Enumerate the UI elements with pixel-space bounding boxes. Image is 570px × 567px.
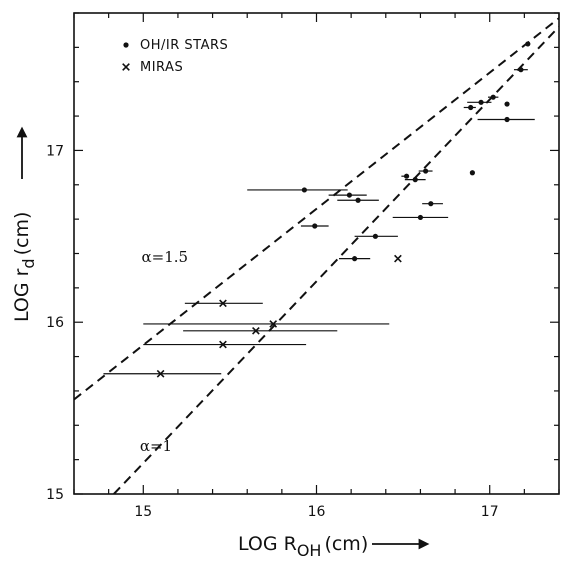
oh-ir-star-point: [312, 223, 318, 229]
y-axis-title: LOG rd(cm): [11, 212, 38, 322]
mira-point: [156, 369, 165, 378]
oh-ir-star-point: [518, 67, 524, 73]
oh-ir-star-point: [525, 41, 531, 47]
y-axis-title-group: LOG rd(cm): [11, 126, 38, 322]
data-points: [156, 41, 531, 378]
oh-ir-star-point: [490, 94, 496, 100]
mira-point: [394, 254, 402, 263]
reference-line: [113, 26, 559, 494]
oh-ir-star-point: [417, 214, 424, 221]
axis-ticks: [73, 12, 560, 495]
error-bars: [103, 69, 535, 375]
x-tick-label: 15: [134, 504, 152, 520]
oh-ir-star-point: [355, 197, 361, 203]
oh-ir-star-point: [346, 192, 353, 198]
line-annotations: α=1.5 α=1: [140, 248, 188, 455]
y-tick-label: 16: [46, 315, 64, 331]
oh-ir-star-point: [468, 104, 474, 111]
alpha-annotation: α=1: [140, 437, 172, 455]
oh-ir-star-point: [428, 201, 434, 207]
oh-ir-star-point: [352, 256, 358, 262]
legend: OH/IR STARS MIRAS: [122, 38, 228, 75]
oh-ir-star-point: [478, 99, 484, 105]
legend-dot-icon: [123, 42, 129, 48]
legend-cross-icon: [122, 63, 130, 71]
oh-ir-star-point: [412, 177, 418, 183]
mira-point: [269, 320, 278, 328]
alpha-annotation: α=1.5: [142, 248, 189, 266]
x-axis-title: LOG ROH (cm): [238, 533, 368, 560]
legend-label: OH/IR STARS: [140, 38, 228, 53]
mira-point: [219, 340, 227, 349]
y-tick-label: 15: [46, 487, 64, 503]
oh-ir-star-point: [301, 187, 307, 193]
oh-ir-star-point: [504, 101, 510, 107]
oh-ir-star-point: [372, 233, 378, 239]
x-tick-label: 17: [481, 504, 499, 520]
mira-point: [252, 326, 260, 335]
axis-labels: 15 16 17 15 16 17 LOG ROH (cm) LOG rd(cm): [11, 126, 499, 560]
x-tick-label: 16: [308, 504, 326, 520]
oh-ir-star-point: [423, 168, 429, 174]
reference-line: [74, 17, 559, 401]
mira-point: [219, 299, 227, 308]
oh-ir-star-point: [403, 173, 410, 179]
y-tick-label: 17: [46, 143, 64, 159]
reference-lines: [74, 17, 559, 494]
oh-ir-star-point: [504, 116, 510, 123]
legend-label: MIRAS: [140, 60, 183, 75]
oh-ir-star-point: [469, 170, 475, 176]
